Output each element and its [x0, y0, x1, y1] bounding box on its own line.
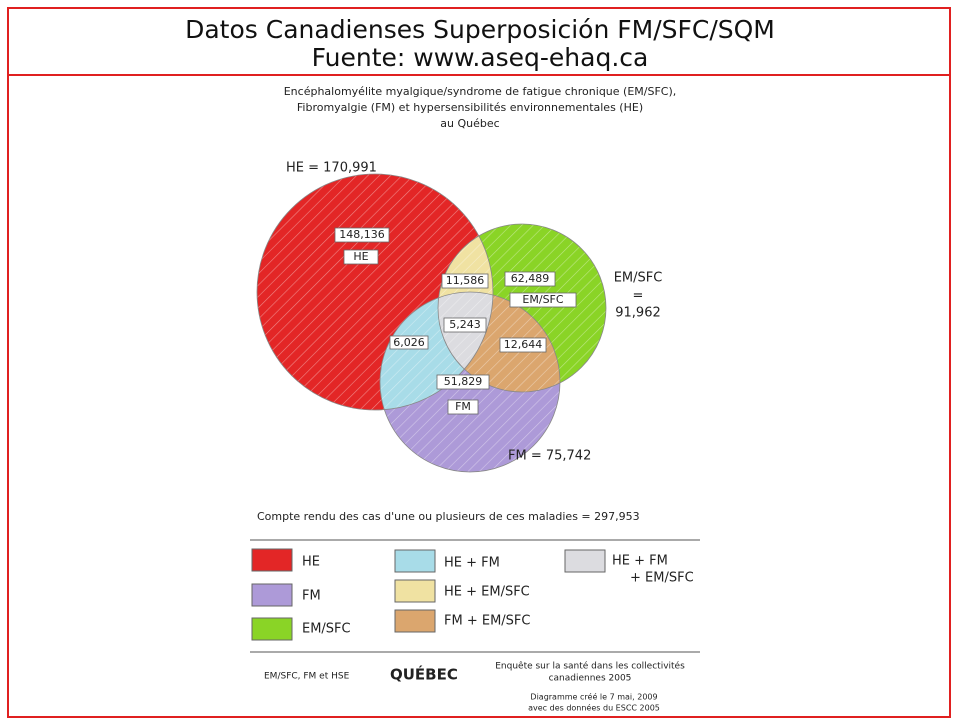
footer-logo: QUÉBEC	[390, 665, 458, 684]
total: Compte rendu des cas d'une ou plusieurs …	[257, 510, 640, 523]
shape	[443, 317, 487, 333]
footer-left: EM/SFC, FM et HSE	[264, 672, 350, 682]
shape	[447, 399, 479, 415]
legend: HE FM EM/SFC HE + FM HE + EM/SFC FM + EM…	[251, 548, 694, 641]
shape	[394, 579, 436, 603]
set-total: HE = 170,991	[286, 161, 377, 176]
frame	[7, 7, 951, 718]
region-value: 12,644	[504, 338, 543, 351]
legend-label: + EM/SFC	[630, 571, 694, 586]
shape	[509, 292, 577, 308]
footer-credit: avec des données du ESCC 2005	[528, 703, 660, 713]
region-value: 11,586	[446, 274, 485, 287]
region-value: 148,136	[339, 228, 385, 241]
shape	[251, 583, 293, 607]
diagram-title: Encéphalomyélite myalgique/syndrome de f…	[284, 85, 677, 98]
legend-label: HE + EM/SFC	[444, 585, 530, 600]
footer-credit: Diagramme créé le 7 mai, 2009	[530, 692, 657, 702]
decoration	[379, 291, 561, 473]
shape	[499, 337, 547, 353]
hatch	[250, 170, 620, 480]
shape	[394, 609, 436, 633]
shape	[251, 617, 293, 641]
legend-label: FM + EM/SFC	[444, 614, 530, 629]
shape	[441, 273, 489, 289]
legend-label: HE + FM	[444, 556, 500, 571]
decoration	[256, 173, 494, 411]
set-total: FM = 75,742	[508, 449, 591, 464]
region-label: FM	[455, 400, 471, 413]
shape	[504, 271, 556, 287]
shape	[334, 227, 390, 243]
shape	[564, 549, 606, 573]
venn	[250, 170, 620, 480]
region-label: HE	[353, 250, 368, 263]
diagram-title: Fibromyalgie (FM) et hypersensibilités e…	[297, 101, 643, 114]
legend-label: HE + FM	[612, 554, 668, 569]
footer-survey: Enquête sur la santé dans les collectivi…	[495, 661, 685, 672]
region-label: EM/SFC	[522, 293, 563, 306]
shape	[343, 249, 379, 265]
header-title: Datos Canadienses Superposición FM/SFC/S…	[185, 15, 775, 44]
legend-label: EM/SFC	[302, 622, 351, 637]
region-value: 62,489	[511, 272, 550, 285]
legend-label: HE	[302, 555, 320, 570]
set-total: EM/SFC	[614, 271, 663, 286]
shape	[394, 549, 436, 573]
diagram-title: au Québec	[440, 117, 499, 130]
region-value: 5,243	[449, 318, 481, 331]
region-value: 51,829	[444, 375, 483, 388]
region-value: 6,026	[393, 336, 425, 349]
legend-label: FM	[302, 589, 321, 604]
header-source: Fuente: www.aseq-ehaq.ca	[312, 43, 649, 72]
shape	[251, 548, 293, 572]
set-total: 91,962	[615, 306, 661, 321]
shape	[436, 374, 490, 390]
footer-survey: canadiennes 2005	[549, 674, 632, 684]
shape	[389, 335, 429, 350]
decoration	[437, 223, 607, 393]
set-total: =	[633, 289, 644, 304]
